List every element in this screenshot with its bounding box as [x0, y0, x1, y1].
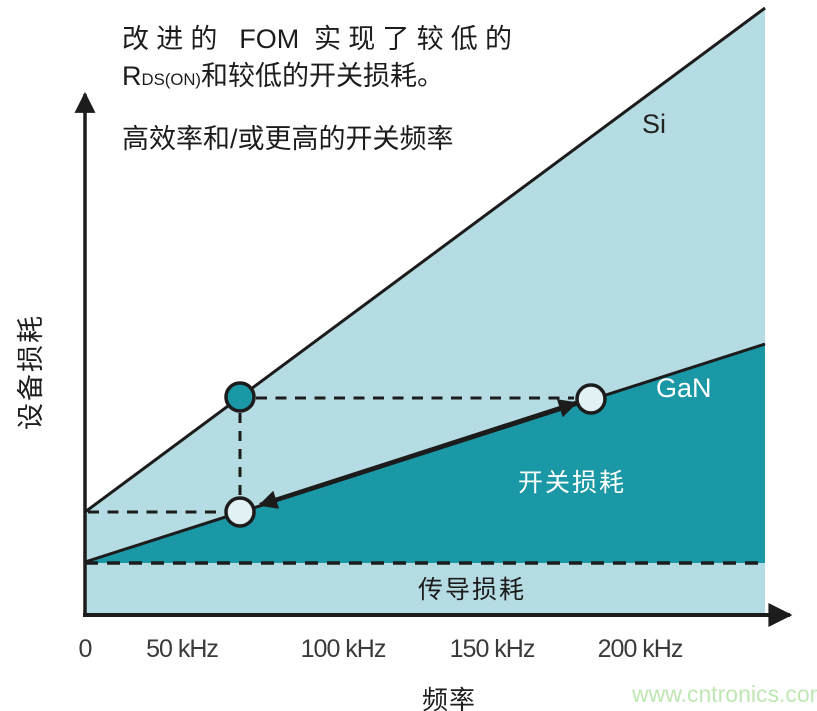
x-tick-150khz: 150 kHz: [449, 635, 536, 663]
gan-series-label: GaN: [656, 373, 712, 403]
caption-line-2-rest: 和较低的开关损耗。: [201, 61, 444, 91]
gan-equal-loss-point-marker: [575, 383, 607, 415]
y-axis-title: 设备损耗: [16, 314, 46, 430]
x-tick-50khz: 50 kHz: [146, 635, 219, 663]
caption-text: 改进的 FOM 实现了较低的 RDS(ON)和较低的开关损耗。 高效率和/或更高…: [122, 21, 512, 158]
x-tick-0: 0: [78, 635, 93, 663]
conduction-loss-label: 传导损耗: [418, 576, 527, 604]
caption-line-2: RDS(ON)和较低的开关损耗。: [122, 58, 512, 98]
gan-equal-frequency-point-marker: [224, 496, 256, 528]
rdson-subscript: DS(ON): [141, 70, 202, 89]
caption-line-3: 高效率和/或更高的开关频率: [122, 124, 454, 154]
si-series-label: Si: [642, 109, 667, 139]
caption-line-1: 改进的 FOM 实现了较低的: [122, 24, 512, 54]
rdson-base: R: [122, 61, 142, 91]
watermark-text: www.cntronics.com: [632, 681, 817, 707]
x-tick-200khz: 200 kHz: [597, 635, 684, 663]
switching-loss-label: 开关损耗: [518, 469, 627, 497]
si-line: [84, 6, 766, 514]
double-headed-arrow: [258, 399, 578, 509]
x-axis-title: 频率: [422, 685, 477, 711]
x-tick-100khz: 100 kHz: [300, 635, 387, 663]
si-operating-point-marker: [224, 381, 256, 413]
